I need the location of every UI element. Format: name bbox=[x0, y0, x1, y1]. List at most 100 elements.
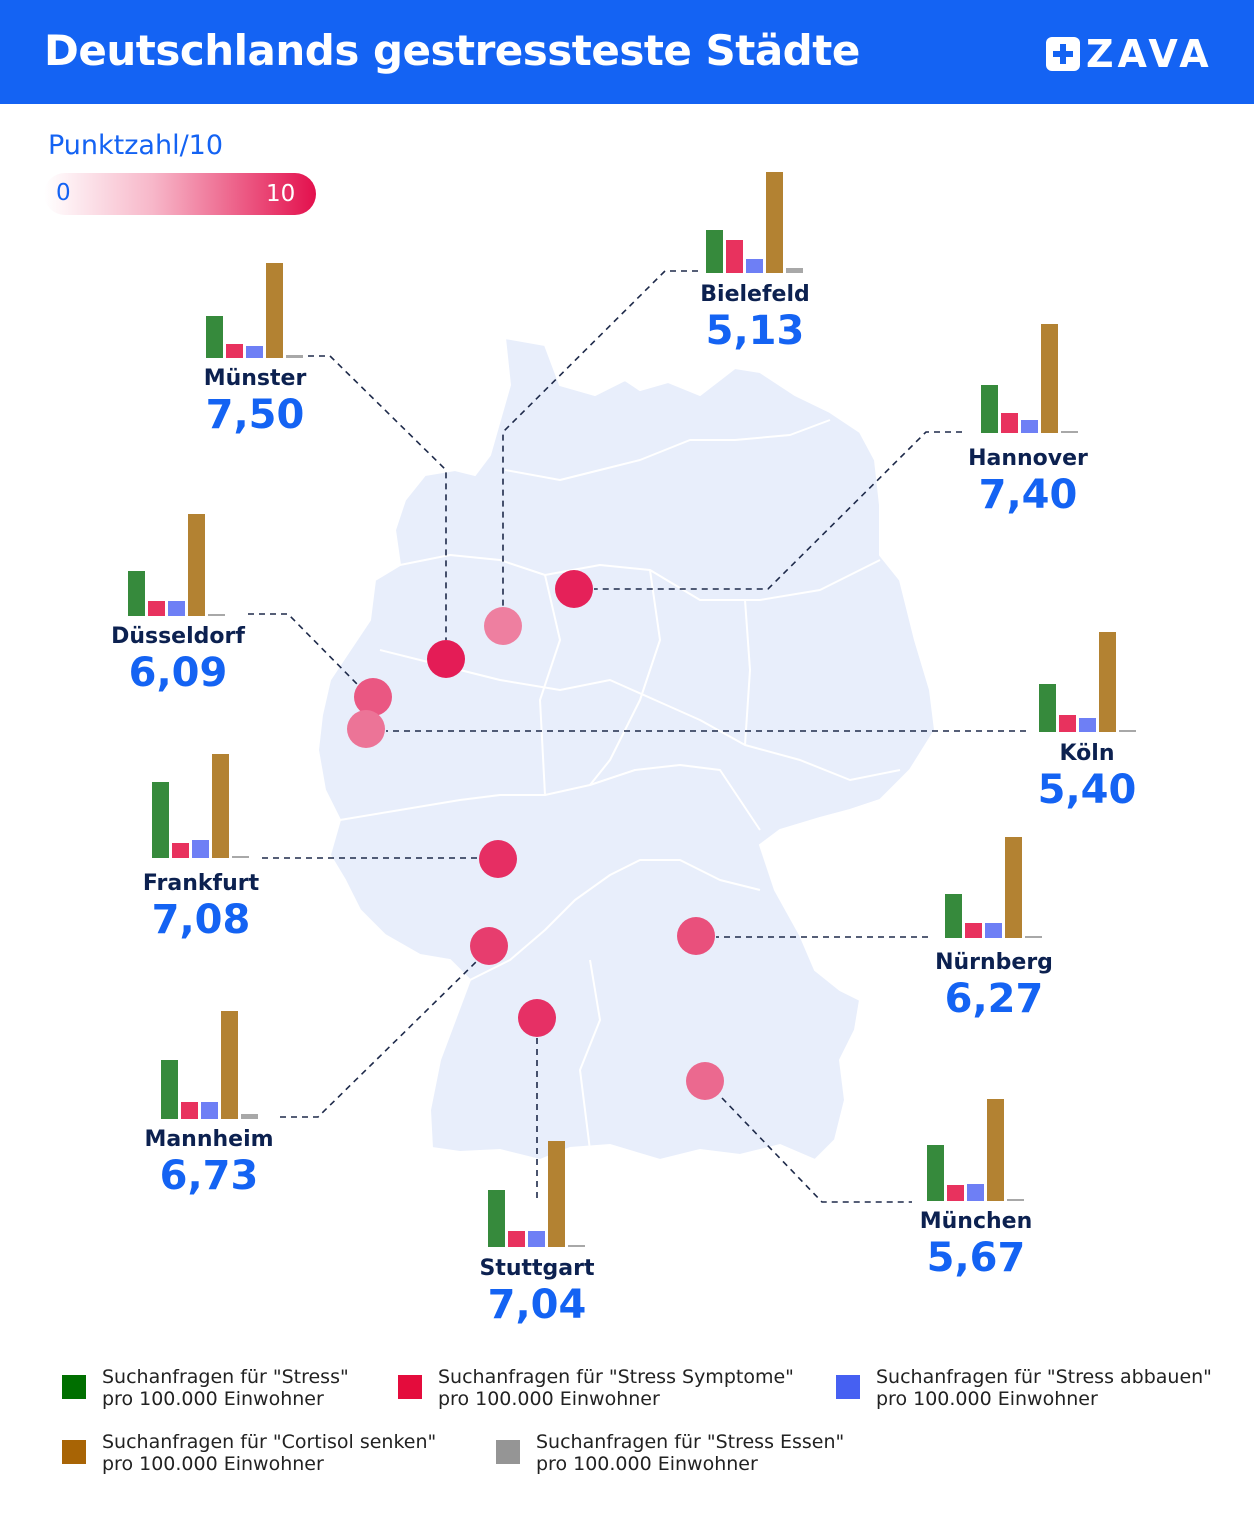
bar-abbauen-bielefeld bbox=[746, 259, 763, 273]
city-marker-stuttgart bbox=[518, 999, 556, 1037]
bar-abbauen-muenchen bbox=[967, 1184, 984, 1201]
city-score-stuttgart: 7,04 bbox=[487, 1282, 587, 1328]
bar-chart-stuttgart bbox=[488, 1141, 588, 1248]
city-name-frankfurt: Frankfurt bbox=[142, 871, 260, 896]
bar-cortisol-koeln bbox=[1099, 632, 1116, 732]
city-name-muenster: Münster bbox=[203, 366, 307, 391]
city-marker-koeln bbox=[347, 710, 385, 748]
scale-title: Punktzahl/10 bbox=[48, 130, 224, 161]
state-borders bbox=[339, 419, 901, 1151]
bar-chart-muenchen bbox=[927, 1099, 1027, 1202]
city-markers bbox=[347, 570, 724, 1100]
bar-symptome-frankfurt bbox=[172, 843, 189, 858]
bar-chart-koeln bbox=[1039, 632, 1139, 733]
city-score-muenchen: 5,67 bbox=[926, 1235, 1026, 1281]
bar-chart-muenster bbox=[206, 263, 306, 359]
bar-stress-mannheim bbox=[161, 1060, 178, 1119]
leader-line-mannheim bbox=[280, 961, 477, 1118]
bar-symptome-stuttgart bbox=[508, 1231, 525, 1247]
city-score-bielefeld: 5,13 bbox=[705, 308, 805, 354]
bar-abbauen-nuernberg bbox=[985, 923, 1002, 938]
score-scale-bar bbox=[44, 173, 316, 215]
page-title: Deutschlands gestressteste Städte bbox=[44, 26, 860, 75]
legend-line2: pro 100.000 Einwohner bbox=[876, 1388, 1098, 1410]
legend-item-symptome: Suchanfragen für "Stress Symptome" pro 10… bbox=[398, 1366, 794, 1410]
bar-cortisol-bielefeld bbox=[766, 172, 783, 273]
header-bar: Deutschlands gestressteste Städte ZAVA bbox=[0, 0, 1254, 104]
legend-swatch-stress bbox=[62, 1375, 86, 1399]
bar-stress-hannover bbox=[981, 385, 998, 433]
city-score-mannheim: 6,73 bbox=[159, 1153, 259, 1199]
city-score-muenster: 7,50 bbox=[205, 392, 305, 438]
scale-max-label: 10 bbox=[266, 181, 296, 207]
bar-essen-hannover bbox=[1061, 431, 1078, 433]
leader-line-duesseldorf bbox=[248, 613, 359, 686]
legend-item-abbauen: Suchanfragen für "Stress abbauen" pro 100… bbox=[836, 1366, 1212, 1410]
bar-essen-stuttgart bbox=[568, 1245, 585, 1247]
city-score-nuernberg: 6,27 bbox=[944, 976, 1044, 1022]
city-marker-nuernberg bbox=[677, 917, 715, 955]
bar-cortisol-duesseldorf bbox=[188, 514, 205, 616]
city-name-nuernberg: Nürnberg bbox=[935, 950, 1053, 975]
bar-symptome-muenchen bbox=[947, 1185, 964, 1201]
bar-stress-koeln bbox=[1039, 684, 1056, 732]
bar-essen-muenchen bbox=[1007, 1199, 1024, 1201]
scale-min-label: 0 bbox=[56, 180, 71, 206]
legend-line1: Suchanfragen für "Stress" bbox=[102, 1366, 349, 1388]
legend-line2: pro 100.000 Einwohner bbox=[102, 1388, 324, 1410]
city-name-bielefeld: Bielefeld bbox=[700, 282, 810, 307]
city-name-stuttgart: Stuttgart bbox=[479, 1256, 595, 1281]
germany-outline bbox=[316, 336, 937, 1162]
bar-essen-bielefeld bbox=[786, 268, 803, 273]
bar-stress-frankfurt bbox=[152, 782, 169, 858]
leader-line-hannover bbox=[594, 431, 962, 590]
city-marker-mannheim bbox=[470, 927, 508, 965]
legend-line1: Suchanfragen für "Stress abbauen" bbox=[876, 1366, 1212, 1388]
bar-chart-hannover bbox=[981, 324, 1081, 434]
bar-essen-nuernberg bbox=[1025, 936, 1042, 938]
city-marker-muenster bbox=[427, 640, 465, 678]
city-name-muenchen: München bbox=[919, 1209, 1033, 1234]
leader-line-muenster bbox=[286, 355, 447, 640]
bar-cortisol-mannheim bbox=[221, 1011, 238, 1119]
city-score-koeln: 5,40 bbox=[1037, 767, 1137, 813]
legend-item-stress: Suchanfragen für "Stress" pro 100.000 Ein… bbox=[62, 1366, 349, 1410]
legend-swatch-essen bbox=[496, 1440, 520, 1464]
legend-swatch-abbauen bbox=[836, 1375, 860, 1399]
leader-lines bbox=[248, 270, 1026, 1203]
bar-stress-muenchen bbox=[927, 1145, 944, 1201]
bar-chart-nuernberg bbox=[945, 837, 1045, 939]
plus-cross-icon bbox=[1046, 37, 1080, 71]
zava-logo: ZAVA bbox=[1046, 34, 1213, 74]
city-name-koeln: Köln bbox=[1059, 741, 1115, 766]
bar-stress-stuttgart bbox=[488, 1190, 505, 1247]
city-score-hannover: 7,40 bbox=[978, 472, 1078, 518]
bar-essen-koeln bbox=[1119, 730, 1136, 732]
city-bar-charts bbox=[128, 172, 1139, 1248]
bar-abbauen-koeln bbox=[1079, 718, 1096, 732]
bar-chart-duesseldorf bbox=[128, 514, 228, 617]
bar-cortisol-muenchen bbox=[987, 1099, 1004, 1201]
bar-stress-muenster bbox=[206, 316, 223, 358]
legend-line1: Suchanfragen für "Cortisol senken" bbox=[102, 1431, 437, 1453]
bar-essen-mannheim bbox=[241, 1114, 258, 1119]
city-marker-frankfurt bbox=[479, 840, 517, 878]
city-name-hannover: Hannover bbox=[968, 446, 1088, 471]
bar-cortisol-frankfurt bbox=[212, 754, 229, 858]
bar-cortisol-stuttgart bbox=[548, 1141, 565, 1247]
bar-abbauen-stuttgart bbox=[528, 1231, 545, 1247]
bar-symptome-nuernberg bbox=[965, 923, 982, 938]
bar-stress-duesseldorf bbox=[128, 571, 145, 616]
bar-symptome-koeln bbox=[1059, 715, 1076, 732]
bar-chart-mannheim bbox=[161, 1011, 261, 1120]
bar-cortisol-muenster bbox=[266, 263, 283, 358]
bar-symptome-duesseldorf bbox=[148, 601, 165, 616]
bar-abbauen-hannover bbox=[1021, 420, 1038, 433]
bar-cortisol-hannover bbox=[1041, 324, 1058, 433]
bar-stress-bielefeld bbox=[706, 230, 723, 273]
city-score-frankfurt: 7,08 bbox=[151, 897, 251, 943]
bar-essen-muenster bbox=[286, 355, 303, 358]
legend-line1: Suchanfragen für "Stress Symptome" bbox=[438, 1366, 794, 1388]
legend-swatch-cortisol bbox=[62, 1440, 86, 1464]
